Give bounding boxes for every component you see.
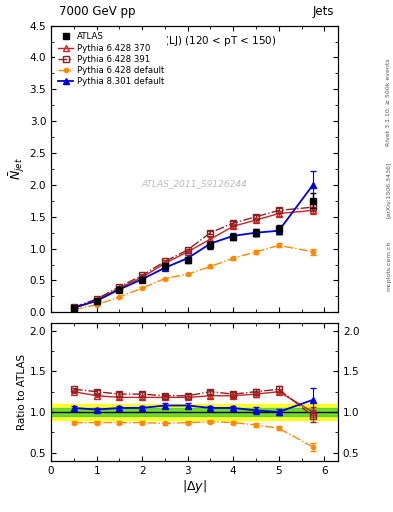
Text: [arXiv:1306.3436]: [arXiv:1306.3436]	[386, 161, 391, 218]
Text: ATLAS_2011_S9126244: ATLAS_2011_S9126244	[141, 179, 248, 188]
Y-axis label: Ratio to ATLAS: Ratio to ATLAS	[17, 354, 27, 430]
X-axis label: $|\Delta y|$: $|\Delta y|$	[182, 478, 207, 496]
Legend: ATLAS, Pythia 6.428 370, Pythia 6.428 391, Pythia 6.428 default, Pythia 8.301 de: ATLAS, Pythia 6.428 370, Pythia 6.428 39…	[55, 30, 167, 89]
Bar	[51, 404, 338, 420]
Bar	[51, 408, 338, 416]
Text: 7000 GeV pp: 7000 GeV pp	[59, 5, 136, 18]
Text: N$_{jet}$ vs $\Delta y$ (LJ) (120 < pT < 150): N$_{jet}$ vs $\Delta y$ (LJ) (120 < pT <…	[112, 34, 277, 49]
Text: mcplots.cern.ch: mcplots.cern.ch	[386, 241, 391, 291]
Text: Rivet 3.1.10, ≥ 500k events: Rivet 3.1.10, ≥ 500k events	[386, 58, 391, 146]
Y-axis label: $\bar{N}_{jet}$: $\bar{N}_{jet}$	[7, 158, 27, 180]
Text: Jets: Jets	[312, 5, 334, 18]
